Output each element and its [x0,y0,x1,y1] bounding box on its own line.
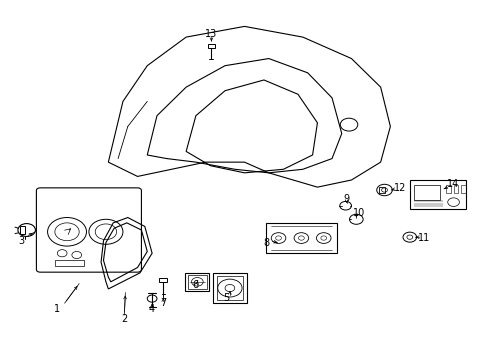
Text: 2: 2 [121,314,127,324]
Bar [378,187,384,193]
Text: 14: 14 [447,179,459,189]
Bar [20,226,25,234]
Text: 8: 8 [263,238,269,248]
Bar [460,185,465,193]
Bar [185,273,209,291]
Text: 3: 3 [19,236,25,246]
Text: 1: 1 [54,303,60,314]
Bar [266,223,336,253]
Text: 13: 13 [205,28,217,39]
Text: 11: 11 [417,233,429,243]
Text: 6: 6 [192,280,199,291]
Bar [159,278,167,282]
Bar [216,276,243,300]
Bar [55,260,84,266]
Bar [188,275,206,289]
Text: 9: 9 [343,194,349,203]
Text: 12: 12 [393,183,406,193]
Bar [409,180,465,208]
Bar [413,185,440,200]
Bar [453,185,458,193]
Bar [212,273,246,303]
Bar [446,185,450,193]
Text: 7: 7 [160,298,166,308]
Text: 4: 4 [149,304,155,314]
Text: 10: 10 [352,208,364,218]
Text: 5: 5 [223,293,229,303]
Bar [207,44,215,48]
